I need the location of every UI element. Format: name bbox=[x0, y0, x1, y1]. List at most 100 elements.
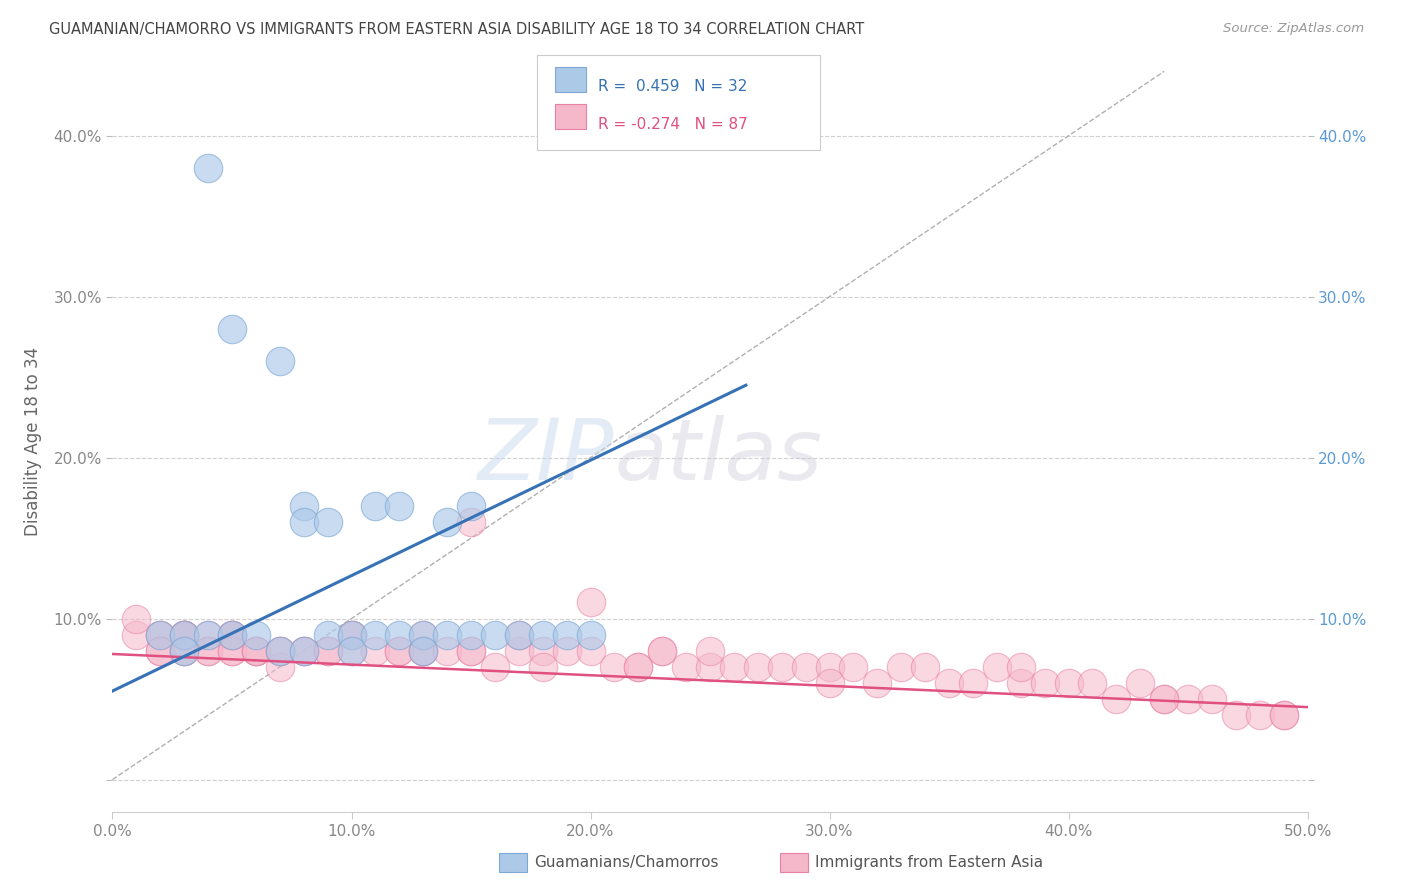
Point bbox=[269, 660, 291, 674]
Point bbox=[364, 499, 387, 513]
Point bbox=[675, 660, 697, 674]
Text: ZIP: ZIP bbox=[478, 415, 614, 498]
Point bbox=[986, 660, 1008, 674]
Point bbox=[221, 628, 243, 642]
Point bbox=[436, 515, 458, 529]
Point bbox=[460, 628, 482, 642]
Point bbox=[842, 660, 865, 674]
Point bbox=[316, 644, 339, 658]
Point bbox=[149, 628, 172, 642]
Point bbox=[316, 644, 339, 658]
Point bbox=[149, 628, 172, 642]
Point bbox=[1129, 676, 1152, 690]
Point bbox=[531, 660, 554, 674]
Point bbox=[484, 660, 506, 674]
Point bbox=[340, 628, 363, 642]
Point bbox=[197, 628, 219, 642]
Point bbox=[412, 644, 434, 658]
Point bbox=[484, 628, 506, 642]
Point bbox=[1272, 708, 1295, 723]
Point bbox=[173, 628, 195, 642]
Point bbox=[627, 660, 650, 674]
Point bbox=[340, 644, 363, 658]
Point bbox=[1201, 692, 1223, 706]
Text: R =  0.459   N = 32: R = 0.459 N = 32 bbox=[598, 79, 747, 95]
Point bbox=[508, 628, 530, 642]
Point bbox=[1177, 692, 1199, 706]
Point bbox=[1081, 676, 1104, 690]
Point bbox=[1153, 692, 1175, 706]
Point bbox=[197, 644, 219, 658]
Point bbox=[340, 628, 363, 642]
Point bbox=[866, 676, 889, 690]
Point bbox=[221, 628, 243, 642]
Point bbox=[699, 644, 721, 658]
Point bbox=[412, 644, 434, 658]
Point bbox=[962, 676, 984, 690]
Point bbox=[460, 499, 482, 513]
Point bbox=[149, 628, 172, 642]
Text: Guamanians/Chamorros: Guamanians/Chamorros bbox=[534, 855, 718, 870]
Point bbox=[245, 628, 267, 642]
Point bbox=[412, 628, 434, 642]
Text: R = -0.274   N = 87: R = -0.274 N = 87 bbox=[598, 117, 748, 132]
Point bbox=[245, 644, 267, 658]
Point bbox=[364, 628, 387, 642]
Point bbox=[1057, 676, 1080, 690]
Point bbox=[412, 628, 434, 642]
Point bbox=[173, 628, 195, 642]
Point bbox=[269, 644, 291, 658]
Point bbox=[269, 354, 291, 368]
Text: atlas: atlas bbox=[614, 415, 823, 498]
Point bbox=[316, 515, 339, 529]
Point bbox=[245, 644, 267, 658]
Point bbox=[1272, 708, 1295, 723]
Point bbox=[412, 644, 434, 658]
Point bbox=[149, 644, 172, 658]
Point bbox=[555, 628, 578, 642]
Point bbox=[460, 644, 482, 658]
Point bbox=[269, 644, 291, 658]
Point bbox=[340, 628, 363, 642]
Point bbox=[221, 644, 243, 658]
Point bbox=[770, 660, 793, 674]
Point bbox=[292, 644, 315, 658]
Point bbox=[508, 628, 530, 642]
Point bbox=[125, 611, 148, 625]
Point bbox=[531, 644, 554, 658]
Point bbox=[699, 660, 721, 674]
Text: Source: ZipAtlas.com: Source: ZipAtlas.com bbox=[1223, 22, 1364, 36]
Point bbox=[388, 644, 411, 658]
Point bbox=[818, 660, 841, 674]
Point bbox=[388, 628, 411, 642]
Point bbox=[579, 595, 602, 609]
Point bbox=[531, 628, 554, 642]
Point bbox=[1010, 660, 1032, 674]
Point bbox=[388, 644, 411, 658]
Point bbox=[149, 644, 172, 658]
Point bbox=[1225, 708, 1247, 723]
Point bbox=[245, 644, 267, 658]
Text: Immigrants from Eastern Asia: Immigrants from Eastern Asia bbox=[815, 855, 1043, 870]
Point bbox=[1153, 692, 1175, 706]
Point bbox=[221, 628, 243, 642]
Point bbox=[794, 660, 817, 674]
Point bbox=[292, 644, 315, 658]
Point bbox=[723, 660, 745, 674]
Point bbox=[388, 499, 411, 513]
Point bbox=[221, 644, 243, 658]
Point bbox=[508, 644, 530, 658]
Point bbox=[292, 644, 315, 658]
Point bbox=[460, 515, 482, 529]
Point bbox=[603, 660, 626, 674]
Point bbox=[173, 644, 195, 658]
Point bbox=[436, 644, 458, 658]
Point bbox=[221, 322, 243, 336]
Point bbox=[579, 628, 602, 642]
Point bbox=[125, 628, 148, 642]
Point bbox=[292, 499, 315, 513]
Point bbox=[1105, 692, 1128, 706]
Point bbox=[460, 644, 482, 658]
Point bbox=[292, 515, 315, 529]
Point bbox=[747, 660, 769, 674]
